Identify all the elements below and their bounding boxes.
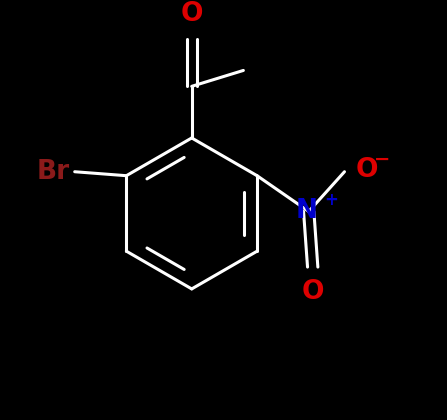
Text: −: − xyxy=(374,150,391,169)
Text: Br: Br xyxy=(36,159,69,185)
Text: O: O xyxy=(355,157,378,183)
Text: O: O xyxy=(301,279,324,305)
Text: +: + xyxy=(325,191,338,209)
Text: O: O xyxy=(181,1,203,27)
Text: N: N xyxy=(296,199,318,224)
